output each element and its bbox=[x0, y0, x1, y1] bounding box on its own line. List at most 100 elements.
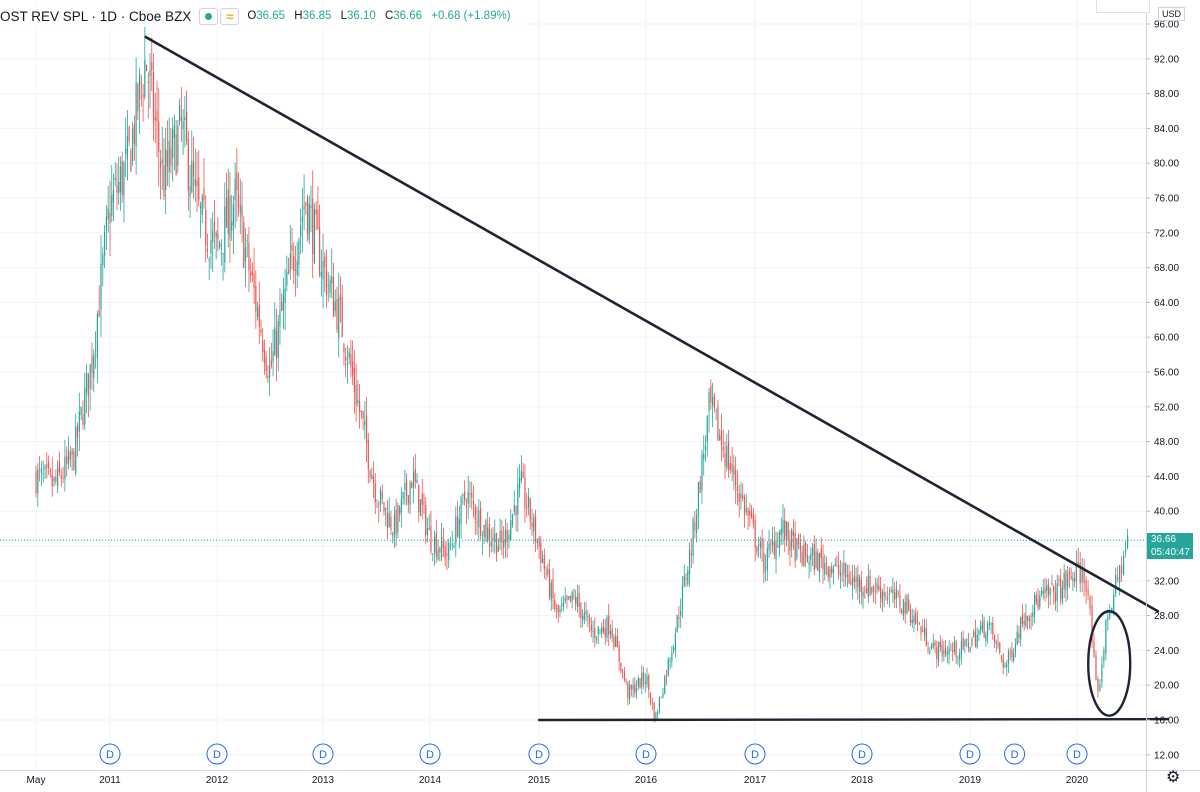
symbol-label[interactable]: OST REV SPL · 1D · Cboe BZX bbox=[0, 8, 192, 24]
candle-body bbox=[85, 373, 88, 393]
candle-body bbox=[974, 630, 977, 646]
candle bbox=[177, 120, 179, 174]
candle bbox=[379, 486, 382, 513]
candle-body bbox=[541, 559, 544, 564]
candles bbox=[35, 20, 1129, 723]
candle-body bbox=[234, 178, 236, 201]
candle bbox=[147, 72, 149, 119]
candle bbox=[464, 480, 466, 506]
currency-label[interactable]: USD bbox=[1158, 7, 1186, 21]
candle bbox=[635, 680, 638, 700]
toolbar-collapse-box[interactable] bbox=[1096, 0, 1150, 13]
candle-body bbox=[604, 628, 606, 637]
candle bbox=[393, 506, 396, 549]
candle-body bbox=[87, 373, 89, 396]
candle-body bbox=[813, 544, 815, 571]
candle bbox=[510, 509, 512, 542]
candle bbox=[715, 408, 717, 421]
candle-body bbox=[867, 575, 869, 597]
x-tick-label: 2017 bbox=[744, 775, 767, 786]
candle bbox=[1051, 574, 1053, 586]
candle-body bbox=[674, 634, 676, 651]
candle-body bbox=[697, 482, 700, 516]
candle bbox=[720, 413, 723, 462]
candle-body bbox=[320, 272, 322, 277]
candle-body bbox=[73, 451, 75, 470]
candle bbox=[846, 564, 848, 588]
candle bbox=[229, 171, 231, 263]
candle-body bbox=[642, 672, 645, 682]
candle bbox=[620, 662, 622, 674]
candle bbox=[939, 635, 941, 652]
candle bbox=[267, 365, 269, 384]
dividend-marker: D bbox=[851, 743, 873, 765]
candle bbox=[490, 528, 492, 553]
waves-icon[interactable]: ≈ bbox=[220, 7, 240, 25]
candle-body bbox=[103, 232, 106, 256]
candle bbox=[397, 502, 399, 539]
candle-body bbox=[428, 528, 430, 530]
candle-body bbox=[706, 416, 708, 442]
candle-body bbox=[966, 639, 968, 641]
change-value: +0.68 (+1.89%) bbox=[431, 10, 511, 22]
candle bbox=[791, 527, 793, 558]
candle-body bbox=[1060, 578, 1062, 599]
candle-body bbox=[303, 206, 305, 210]
candle-body bbox=[609, 631, 612, 635]
gear-icon[interactable]: ⚙ bbox=[1166, 769, 1181, 786]
candle bbox=[42, 460, 44, 483]
candle-body bbox=[51, 474, 53, 487]
candle-body bbox=[145, 64, 148, 71]
candle-body bbox=[980, 626, 982, 631]
candle-body bbox=[962, 638, 964, 649]
candle bbox=[109, 180, 111, 257]
candle bbox=[883, 583, 885, 608]
candle bbox=[590, 617, 592, 638]
candle bbox=[488, 517, 491, 557]
candle-body bbox=[458, 518, 460, 538]
candle bbox=[71, 447, 73, 471]
candle bbox=[338, 272, 340, 358]
candle bbox=[513, 490, 515, 516]
candle-body bbox=[597, 626, 599, 635]
candle bbox=[680, 598, 682, 628]
candle bbox=[932, 633, 934, 650]
candle-body bbox=[735, 469, 737, 486]
candle-body bbox=[764, 567, 767, 569]
candle bbox=[1049, 586, 1051, 606]
candle-body bbox=[673, 647, 675, 651]
candle bbox=[559, 605, 561, 617]
dividend-marker: D bbox=[635, 743, 657, 765]
candle bbox=[710, 379, 712, 410]
candle-body bbox=[217, 233, 219, 240]
candle bbox=[660, 696, 662, 699]
candle bbox=[1027, 615, 1029, 630]
candle bbox=[386, 500, 389, 540]
candle bbox=[158, 88, 160, 187]
candle-body bbox=[520, 470, 522, 481]
candle bbox=[950, 643, 952, 652]
dot-icon[interactable] bbox=[199, 7, 219, 25]
candle-body bbox=[84, 388, 86, 425]
candle bbox=[843, 550, 845, 587]
candle bbox=[404, 470, 406, 505]
candle bbox=[40, 461, 43, 487]
candle-body bbox=[474, 506, 476, 520]
candle-body bbox=[817, 552, 819, 571]
candle bbox=[595, 636, 598, 644]
candle-body bbox=[1007, 651, 1010, 665]
candle bbox=[1065, 569, 1067, 603]
candle-body bbox=[421, 494, 423, 505]
candle-body bbox=[588, 617, 591, 623]
candle bbox=[1004, 662, 1006, 669]
candle bbox=[138, 67, 141, 135]
candle bbox=[395, 498, 397, 547]
candle-body bbox=[543, 555, 545, 569]
candle-body bbox=[60, 475, 62, 479]
candle-body bbox=[920, 626, 922, 634]
candle bbox=[274, 302, 276, 356]
candle bbox=[353, 350, 355, 414]
candle bbox=[983, 616, 985, 639]
